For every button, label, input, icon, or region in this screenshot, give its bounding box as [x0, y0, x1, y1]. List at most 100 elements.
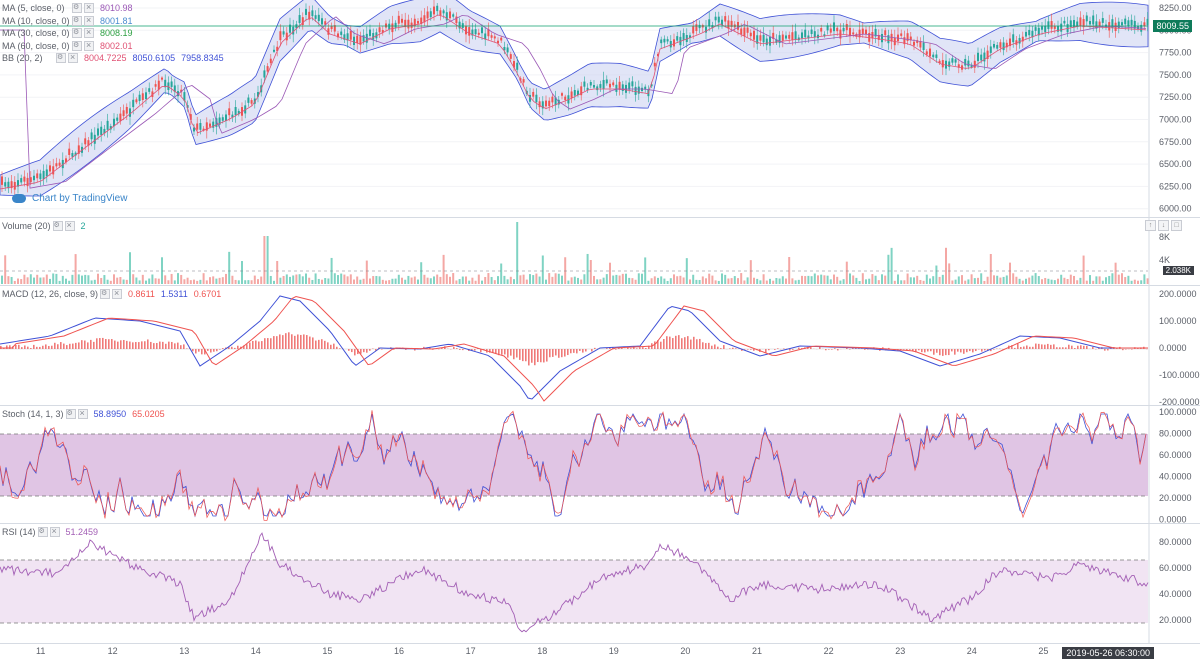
volume-bar — [97, 273, 99, 284]
time-axis-day-label: 21 — [752, 646, 763, 656]
macd-pane[interactable]: 200.0000 100.0000 0.0000 -100.0000 -200.0000… — [0, 286, 1200, 406]
macd-signal-value: 0.6701 — [193, 289, 222, 299]
candle-body — [87, 140, 90, 146]
candle-body — [874, 28, 877, 37]
close-icon[interactable] — [112, 287, 123, 300]
settings-icon[interactable] — [72, 15, 82, 27]
close-icon[interactable] — [68, 51, 78, 64]
move-down-icon[interactable]: ↓ — [1158, 220, 1169, 231]
volume-bar — [692, 274, 695, 284]
macd-histogram-bar — [108, 339, 110, 349]
settings-icon[interactable] — [52, 220, 63, 233]
close-icon[interactable] — [84, 1, 94, 14]
macd-histogram-bar — [660, 341, 662, 349]
candle-body — [244, 105, 247, 114]
volume-bar — [26, 277, 29, 284]
settings-icon[interactable] — [37, 526, 48, 539]
close-icon[interactable] — [77, 407, 88, 420]
macd-histogram-bar — [942, 349, 944, 356]
volume-bar — [1021, 280, 1024, 284]
tradingview-watermark[interactable]: Chart by TradingView — [12, 193, 127, 204]
candle-body — [1005, 42, 1008, 48]
close-icon[interactable] — [84, 26, 94, 39]
volume-bar — [1108, 275, 1111, 284]
volume-bar — [570, 277, 573, 284]
candle-body — [228, 108, 231, 116]
volume-bar — [986, 276, 989, 284]
volume-bar — [567, 280, 570, 284]
settings-icon[interactable] — [56, 52, 66, 65]
candle-body — [61, 159, 64, 169]
price-pane[interactable]: 8250.008000.007750.007500.007250.007000.… — [0, 0, 1200, 218]
candle-body — [346, 33, 349, 41]
volume-bar — [257, 279, 259, 284]
macd-histogram-bar — [570, 349, 572, 354]
stoch-chart[interactable]: 100.0000 80.0000 60.0000 40.0000 20.0000 0.00… — [0, 406, 1200, 523]
price-chart[interactable]: 8250.008000.007750.007500.007250.007000.… — [0, 0, 1200, 217]
candle-body — [964, 58, 967, 66]
macd-histogram-bar — [270, 338, 272, 349]
volume-bar — [324, 278, 327, 284]
volume-bar — [721, 273, 723, 284]
settings-icon[interactable] — [72, 40, 82, 52]
volume-bar — [177, 273, 179, 284]
macd-histogram-bar — [549, 349, 551, 358]
rsi-chart[interactable]: 80.0000 60.0000 40.0000 20.0000 — [0, 524, 1200, 643]
volume-bar — [625, 273, 627, 284]
macd-histogram-bar — [303, 334, 305, 349]
maximize-icon[interactable]: □ — [1171, 220, 1182, 231]
candle-body — [20, 178, 23, 183]
volume-chart[interactable]: 8K 4K — [0, 218, 1200, 285]
volume-bar — [132, 274, 135, 284]
macd-histogram-bar — [594, 347, 596, 349]
close-icon[interactable] — [49, 525, 60, 538]
macd-histogram-bar — [300, 334, 302, 349]
macd-histogram-bar — [828, 349, 830, 350]
macd-histogram-bar — [1035, 343, 1037, 349]
close-icon[interactable] — [84, 39, 94, 51]
volume-pane[interactable]: 8K 4K Volume (20) 2 2.038K — [0, 218, 1200, 286]
volume-bar — [724, 274, 727, 284]
candle-body — [666, 39, 669, 42]
close-icon[interactable] — [84, 14, 94, 26]
settings-icon[interactable] — [65, 408, 76, 421]
settings-icon[interactable] — [72, 2, 82, 15]
macd-histogram-bar — [48, 345, 50, 349]
candle-body — [196, 123, 199, 130]
settings-icon[interactable] — [72, 27, 82, 40]
macd-histogram-bar — [462, 349, 464, 351]
axis-tick-label: 6500.00 — [1159, 159, 1192, 169]
candle-body — [413, 18, 416, 27]
volume-bar — [701, 276, 704, 284]
macd-chart[interactable]: 200.0000 100.0000 0.0000 -100.0000 -200.0000 — [0, 286, 1200, 405]
volume-bar — [836, 276, 839, 284]
time-axis[interactable]: 11 12 13 14 15 16 17 18 19 20 21 22 23 24 25 — [0, 644, 1200, 659]
macd-histogram-bar — [93, 341, 95, 349]
close-icon[interactable] — [64, 219, 75, 232]
volume-bar — [378, 276, 381, 284]
volume-bar — [525, 279, 528, 284]
volume-bar — [810, 276, 813, 284]
settings-icon[interactable] — [100, 288, 111, 301]
volume-bar — [209, 277, 211, 284]
candle-body — [189, 114, 192, 120]
candle-body — [516, 62, 519, 70]
volume-bar — [941, 274, 944, 284]
candle-body — [535, 94, 538, 103]
candle-body — [577, 90, 579, 96]
volume-bar — [29, 274, 32, 284]
volume-bar — [231, 275, 234, 284]
stoch-pane[interactable]: 100.0000 80.0000 60.0000 40.0000 20.0000 0.00… — [0, 406, 1200, 524]
macd-histogram-bar — [846, 347, 848, 349]
macd-histogram-bar — [126, 340, 128, 349]
move-up-icon[interactable]: ↑ — [1145, 220, 1156, 231]
macd-histogram-bar — [516, 349, 518, 358]
volume-bar — [641, 273, 643, 284]
rsi-pane[interactable]: 80.0000 60.0000 40.0000 20.0000 RSI (14) 51… — [0, 524, 1200, 644]
macd-histogram-bar — [375, 349, 377, 351]
volume-bar — [506, 279, 509, 284]
volume-bar — [138, 280, 141, 284]
candle-body — [637, 86, 640, 94]
axis-tick-label: 60.0000 — [1159, 563, 1192, 573]
candle-body — [669, 41, 672, 48]
